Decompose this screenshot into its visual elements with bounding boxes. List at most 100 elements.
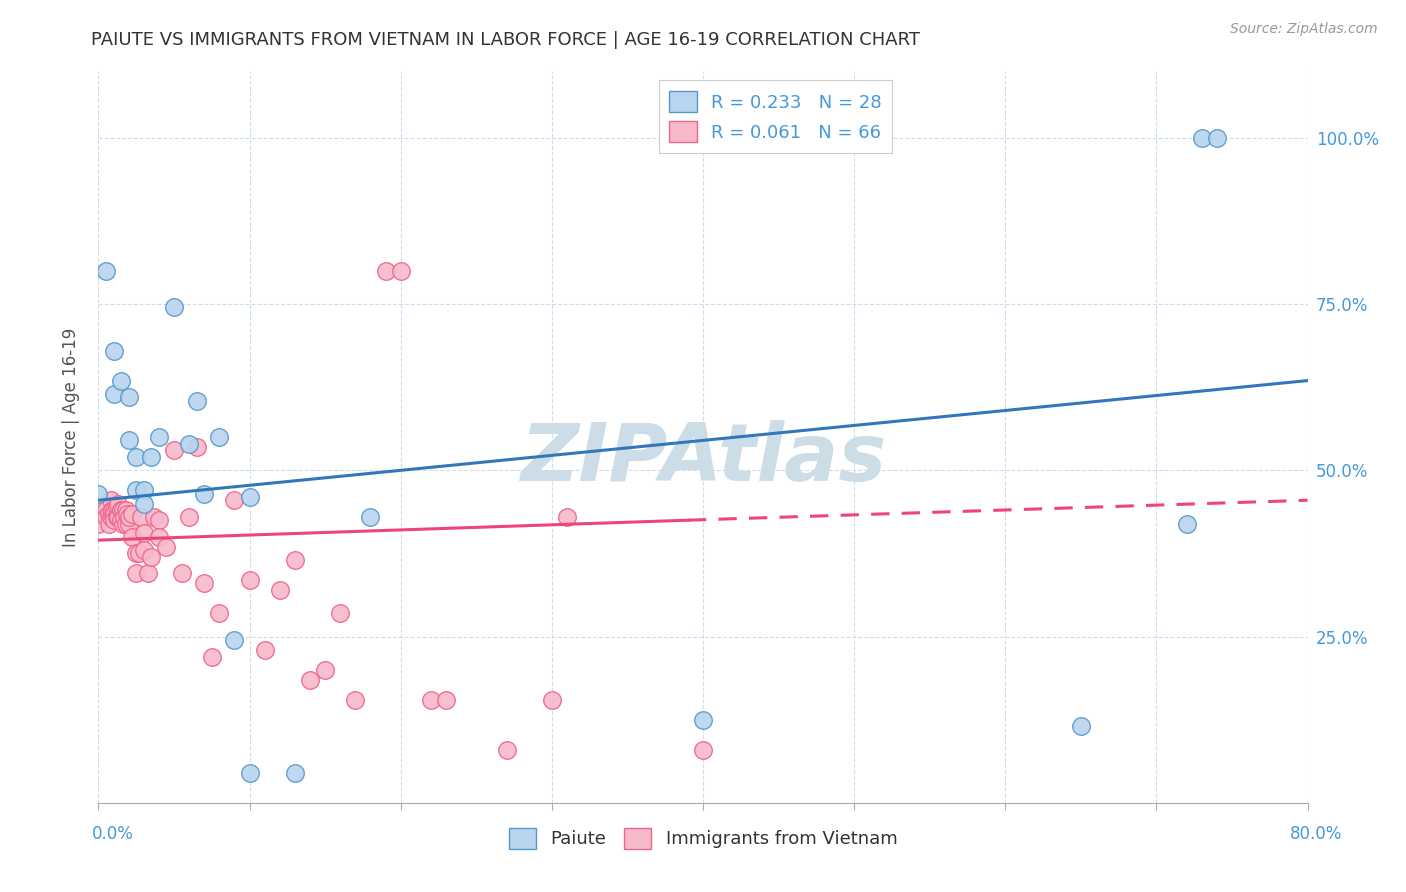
Point [98, 507, 121, 521]
Point [143, 509, 166, 524]
Point [208, 607, 231, 621]
Point [239, 573, 262, 587]
Point [128, 546, 150, 560]
Point [163, 301, 186, 315]
Point [148, 430, 170, 444]
Text: PAIUTE VS IMMIGRANTS FROM VIETNAM IN LABOR FORCE | AGE 16-19 CORRELATION CHART: PAIUTE VS IMMIGRANTS FROM VIETNAM IN LAB… [91, 31, 921, 49]
Point [118, 390, 141, 404]
Point [94, 264, 117, 278]
Point [434, 692, 457, 706]
Point [1175, 516, 1198, 531]
Point [103, 387, 125, 401]
Text: 80.0%: 80.0% [1291, 825, 1343, 843]
Point [1206, 131, 1229, 145]
Point [374, 264, 396, 278]
Point [101, 507, 124, 521]
Point [121, 507, 143, 521]
Point [118, 516, 141, 531]
Point [284, 765, 307, 780]
Point [105, 500, 128, 514]
Point [132, 526, 155, 541]
Point [132, 483, 155, 498]
Point [141, 549, 163, 564]
Point [284, 553, 307, 567]
Point [125, 546, 148, 560]
Point [1191, 131, 1213, 145]
Point [105, 509, 128, 524]
Point [87, 516, 110, 531]
Point [94, 509, 117, 524]
Point [132, 543, 155, 558]
Point [112, 509, 135, 524]
Point [132, 497, 155, 511]
Point [111, 516, 134, 531]
Point [692, 742, 714, 756]
Point [111, 503, 134, 517]
Point [155, 540, 177, 554]
Point [239, 490, 262, 504]
Point [179, 509, 201, 524]
Point [136, 566, 159, 581]
Point [114, 516, 136, 531]
Point [115, 507, 138, 521]
Y-axis label: In Labor Force | Age 16-19: In Labor Force | Age 16-19 [62, 327, 80, 547]
Point [91, 503, 114, 517]
Point [1070, 719, 1092, 733]
Point [420, 692, 443, 706]
Point [193, 576, 215, 591]
Point [193, 486, 215, 500]
Point [179, 436, 201, 450]
Legend: Paiute, Immigrants from Vietnam: Paiute, Immigrants from Vietnam [502, 821, 904, 856]
Point [163, 443, 186, 458]
Point [186, 393, 208, 408]
Point [103, 343, 125, 358]
Point [98, 516, 121, 531]
Point [329, 607, 352, 621]
Point [103, 513, 125, 527]
Point [170, 566, 193, 581]
Point [224, 632, 246, 647]
Point [101, 503, 124, 517]
Point [103, 503, 125, 517]
Point [201, 649, 224, 664]
Point [239, 765, 262, 780]
Point [118, 509, 141, 524]
Point [186, 440, 208, 454]
Point [103, 507, 125, 521]
Point [148, 513, 170, 527]
Point [125, 450, 148, 464]
Point [110, 513, 132, 527]
Point [141, 450, 163, 464]
Point [121, 530, 143, 544]
Point [100, 493, 122, 508]
Point [314, 663, 336, 677]
Point [114, 503, 136, 517]
Point [555, 509, 578, 524]
Point [110, 374, 132, 388]
Point [107, 497, 129, 511]
Point [299, 673, 322, 687]
Point [129, 509, 152, 524]
Point [224, 493, 246, 508]
Text: 0.0%: 0.0% [91, 825, 134, 843]
Point [87, 486, 110, 500]
Point [540, 692, 562, 706]
Point [148, 530, 170, 544]
Point [360, 509, 382, 524]
Text: ZIPAtlas: ZIPAtlas [520, 420, 886, 498]
Point [269, 582, 291, 597]
Point [344, 692, 367, 706]
Point [208, 430, 231, 444]
Point [94, 503, 117, 517]
Point [118, 434, 141, 448]
Point [107, 509, 129, 524]
Point [110, 503, 132, 517]
Point [125, 483, 148, 498]
Point [253, 643, 276, 657]
Text: Source: ZipAtlas.com: Source: ZipAtlas.com [1230, 22, 1378, 37]
Point [110, 503, 132, 517]
Point [389, 264, 412, 278]
Point [692, 713, 714, 727]
Point [125, 566, 148, 581]
Point [495, 742, 517, 756]
